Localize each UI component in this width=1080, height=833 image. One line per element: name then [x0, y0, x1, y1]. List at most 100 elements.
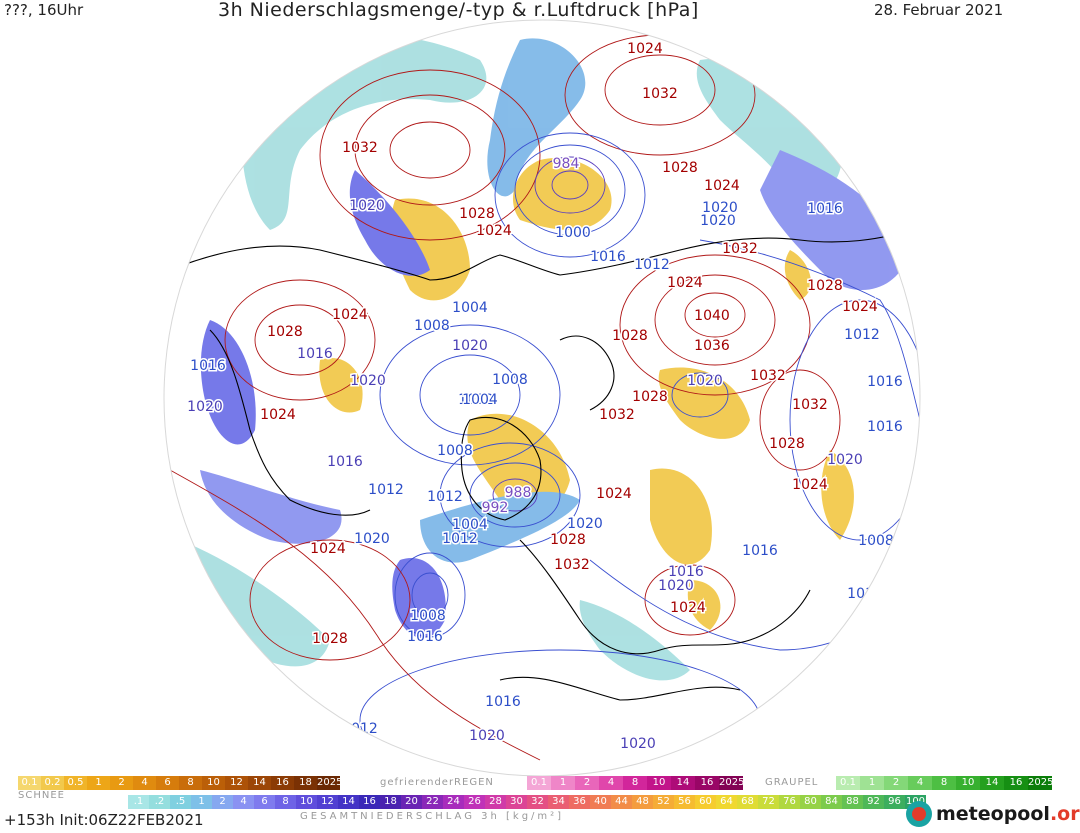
legend-swatch: 2 [110, 776, 133, 790]
legend-graupel: 0.1 1 2 4 8 10 14 16 2025+ [836, 776, 1062, 790]
pressure-label: 1032 [342, 140, 378, 156]
pressure-label: 1024 [596, 486, 632, 502]
pressure-label: 1024 [260, 407, 296, 423]
pressure-label: 1028 [769, 436, 805, 452]
legend-swatch: 1 [87, 776, 110, 790]
legend-swatch: 12 [317, 795, 338, 809]
precip-area [579, 600, 690, 681]
legend-swatch: 0.5 [64, 776, 87, 790]
isobar-contour [439, 442, 581, 548]
legend-swatch: 48 [632, 795, 653, 809]
pressure-label: 1020 [567, 516, 603, 532]
isobar-contour [224, 279, 376, 401]
legend-swatch: 64 [716, 795, 737, 809]
coastline [499, 676, 741, 701]
pressure-label: 1032 [599, 407, 635, 423]
pressure-label: 1004 [452, 517, 488, 533]
precip-area [487, 38, 586, 197]
isobar-contour [319, 69, 541, 241]
legend-swatch: 20 [401, 795, 422, 809]
legend-swatch: 10 [296, 795, 317, 809]
pressure-label: 1020 [702, 200, 738, 216]
pressure-label: 1024 [310, 541, 346, 557]
legend-swatch: 6 [254, 795, 275, 809]
precip-area [392, 558, 446, 639]
legend-swatch: 88 [842, 795, 863, 809]
legend-swatch: .5 [170, 795, 191, 809]
precip-area [179, 540, 330, 667]
pressure-label: 1012 [844, 327, 880, 343]
pressure-label: 1028 [550, 532, 586, 548]
legend-swatch: 2 [884, 776, 908, 790]
legend-swatch: 44 [611, 795, 632, 809]
isobar-contour [684, 292, 746, 338]
brand-tld: .org [1049, 803, 1080, 825]
isobar-contour [604, 54, 716, 126]
pressure-label: 1008 [858, 533, 894, 549]
pressure-label: 1020 [658, 578, 694, 594]
legend-swatch: 80 [800, 795, 821, 809]
precip-area [200, 320, 256, 445]
meteopool-logo-icon [906, 801, 932, 827]
legend-swatch: 0.1 [527, 776, 551, 790]
legend-swatch: 4 [233, 795, 254, 809]
isobar-contour [619, 254, 811, 396]
precip-area [650, 468, 712, 565]
coastline [519, 539, 811, 655]
legend-swatch: 30 [506, 795, 527, 809]
pressure-label: 1028 [632, 389, 668, 405]
isobar-contour [789, 299, 920, 541]
precip-area [319, 358, 363, 413]
pressure-label: 1016 [807, 201, 843, 217]
legend-swatch: 92 [863, 795, 884, 809]
isobar-contour [514, 144, 626, 236]
pressure-label: 1028 [807, 278, 843, 294]
pressure-label: 1004 [462, 392, 498, 408]
pressure-label: 1012 [634, 257, 670, 273]
precip-area [658, 367, 750, 439]
legend-swatch: 36 [569, 795, 590, 809]
isobar-contour [249, 539, 411, 661]
isobar-contour [671, 372, 729, 418]
coastline [209, 329, 371, 516]
precipitation-layer [179, 31, 910, 681]
pressure-label: 1008 [410, 608, 446, 624]
isobar-contour [389, 121, 471, 179]
pressure-label: 1020 [827, 452, 863, 468]
legend-swatch: .1 [128, 795, 149, 809]
legend-swatch: 2 [575, 776, 599, 790]
legend-swatch: 14 [980, 776, 1004, 790]
meteopool-brand[interactable]: meteopool.org [906, 801, 1080, 827]
legend-swatch: 10 [956, 776, 980, 790]
pressure-label: 1020 [350, 373, 386, 389]
pressure-label: 1012 [427, 489, 463, 505]
pressure-label: 1032 [554, 557, 590, 573]
pressure-label: 1016 [190, 358, 226, 374]
legend-swatch: 12 [225, 776, 248, 790]
legend-swatch: 4 [908, 776, 932, 790]
legend-swatch: 22 [422, 795, 443, 809]
precip-area [200, 470, 342, 544]
pressure-label: 1032 [722, 241, 758, 257]
model-run-info: +153h Init:06Z22FEB2021 [4, 811, 204, 829]
pressure-label: 1028 [612, 328, 648, 344]
pressure-label: 1012 [458, 392, 494, 408]
legend-freezing-label: gefrierenderREGEN [380, 777, 494, 788]
legend-swatch: 28 [485, 795, 506, 809]
pressure-label: 1020 [354, 531, 390, 547]
legend-swatch: 40 [590, 795, 611, 809]
legend-swatch: 56 [674, 795, 695, 809]
legend-swatch: 16 [1004, 776, 1028, 790]
legend-total-label: GESAMTNIEDERSCHLAG 3h [kg/m²] [300, 811, 565, 822]
pressure-label: 1004 [452, 300, 488, 316]
pressure-label: 1016 [867, 374, 903, 390]
pressure-label: 1028 [459, 206, 495, 222]
legend-swatch: 6 [156, 776, 179, 790]
pressure-label: 1020 [452, 338, 488, 354]
pressure-label: 1024 [792, 477, 828, 493]
isobar-contour [699, 239, 920, 421]
coastline-layer [169, 229, 911, 701]
legend-snow: 0.1 0.2 0.5 1 2 4 6 8 10 12 14 16 18 2025+ [18, 776, 351, 790]
pressure-label: 1008 [492, 372, 528, 388]
